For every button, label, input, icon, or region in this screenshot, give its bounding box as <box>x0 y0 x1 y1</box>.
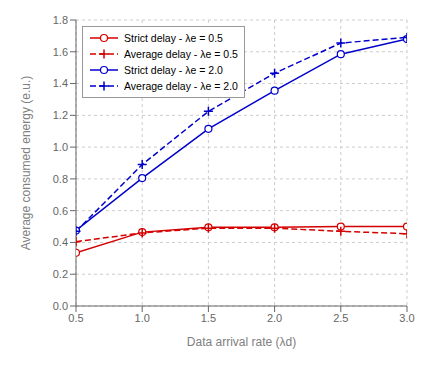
svg-text:0.2: 0.2 <box>53 268 68 280</box>
svg-text:Data arrival rate (λd): Data arrival rate (λd) <box>187 335 296 349</box>
html-text:Average delay - λe = 2.0: Average delay - λe = 2.0 <box>124 80 238 92</box>
svg-text:0.4: 0.4 <box>53 236 68 248</box>
svg-text:2.0: 2.0 <box>267 312 282 324</box>
svg-text:Average consumed energy (e.u.): Average consumed energy (e.u.) <box>19 76 33 251</box>
svg-text:3.0: 3.0 <box>399 312 414 324</box>
svg-text:0.0: 0.0 <box>53 300 68 312</box>
svg-text:0.8: 0.8 <box>53 173 68 185</box>
svg-text:1.5: 1.5 <box>201 312 216 324</box>
svg-text:1.8: 1.8 <box>53 14 68 26</box>
html-text:Average delay - λe = 0.5: Average delay - λe = 0.5 <box>124 48 238 60</box>
svg-text:1.2: 1.2 <box>53 109 68 121</box>
svg-text:1.4: 1.4 <box>53 77 68 89</box>
svg-text:1.6: 1.6 <box>53 46 68 58</box>
svg-text:1.0: 1.0 <box>135 312 150 324</box>
html-text:Strict delay - λe = 0.5: Strict delay - λe = 0.5 <box>124 32 223 44</box>
svg-text:2.5: 2.5 <box>333 312 348 324</box>
svg-text:0.6: 0.6 <box>53 205 68 217</box>
svg-text:0.5: 0.5 <box>68 312 83 324</box>
svg-text:1.0: 1.0 <box>53 141 68 153</box>
html-text:Strict delay - λe = 2.0: Strict delay - λe = 2.0 <box>124 64 223 76</box>
